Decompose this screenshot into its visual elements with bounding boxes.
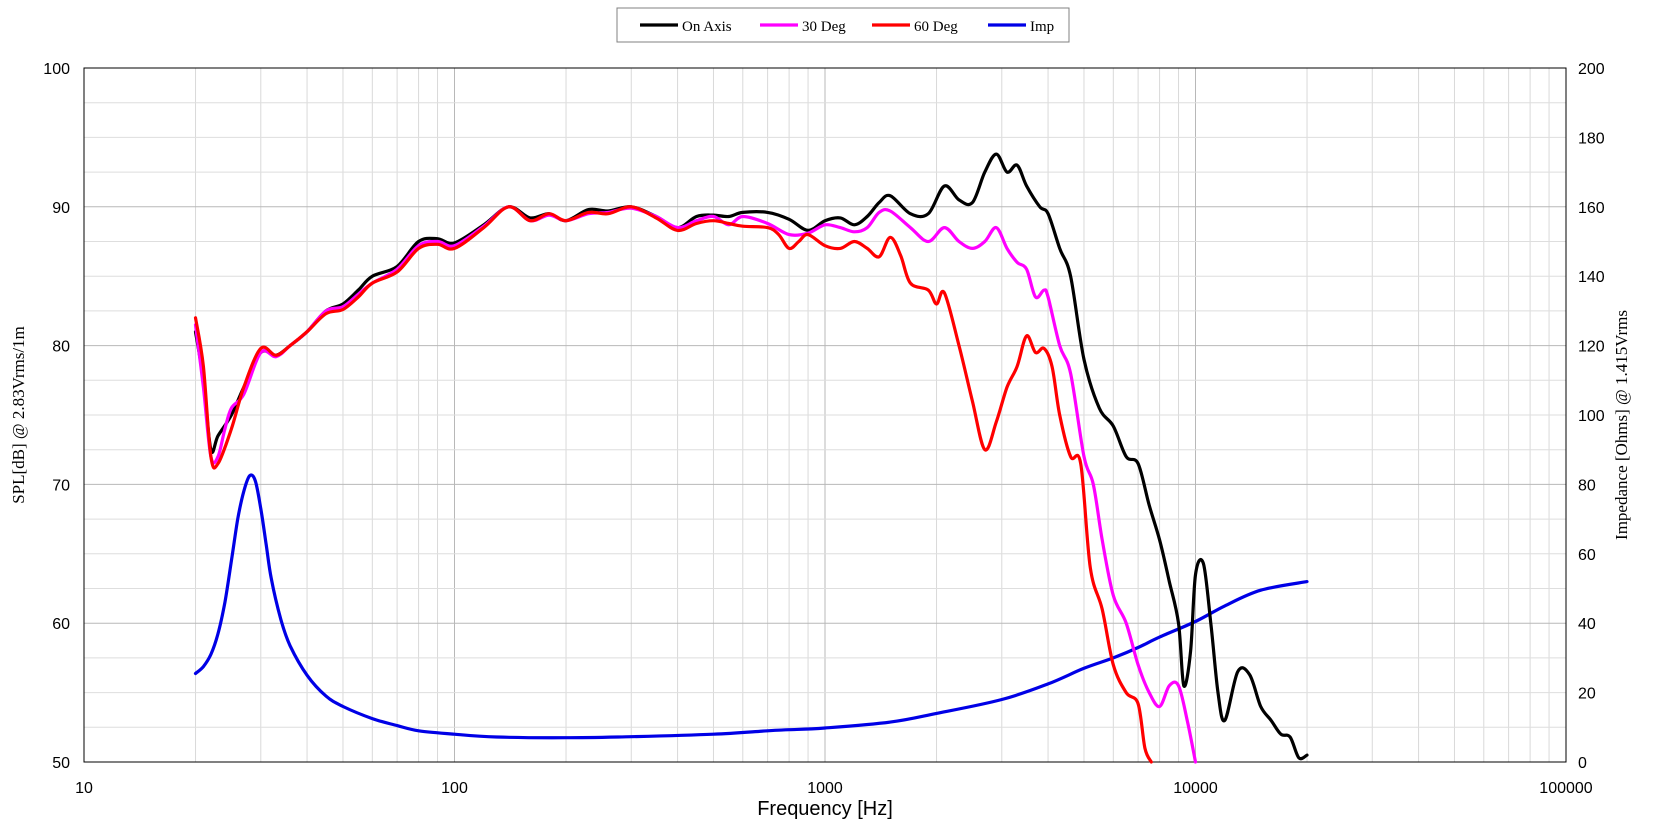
x-tick-label: 1000 xyxy=(807,780,843,797)
x-tick-label: 10000 xyxy=(1173,780,1218,797)
x-tick-label: 10 xyxy=(75,780,93,797)
y2-tick-label: 60 xyxy=(1578,547,1596,564)
y-tick-label: 100 xyxy=(43,61,70,78)
series-line-imp xyxy=(193,473,1309,740)
legend-label-30-deg: 30 Deg xyxy=(802,19,846,35)
series-line-on-axis xyxy=(193,152,1309,761)
y-axis-title: SPL[dB] @ 2.83Vrms/1m xyxy=(9,326,28,504)
y-tick-label: 90 xyxy=(52,200,70,217)
y-tick-label: 50 xyxy=(52,755,70,772)
series-line-60-deg xyxy=(193,205,1153,764)
y-tick-label: 70 xyxy=(52,477,70,494)
y-tick-label: 60 xyxy=(52,616,70,633)
series-lines xyxy=(193,152,1309,764)
y2-tick-label: 0 xyxy=(1578,755,1587,772)
series-line-30-deg xyxy=(193,205,1198,764)
x-tick-label: 100 xyxy=(441,780,468,797)
y2-tick-label: 40 xyxy=(1578,616,1596,633)
y2-tick-label: 180 xyxy=(1578,130,1605,147)
y2-tick-label: 200 xyxy=(1578,61,1605,78)
legend-label-on-axis: On Axis xyxy=(682,19,732,35)
y2-tick-label: 80 xyxy=(1578,477,1596,494)
grid-lines xyxy=(84,67,1566,763)
plot-area xyxy=(83,67,1567,763)
y2-tick-label: 20 xyxy=(1578,686,1596,703)
y2-tick-label: 120 xyxy=(1578,339,1605,356)
legend-label-60-deg: 60 Deg xyxy=(914,19,958,35)
y2-tick-label: 140 xyxy=(1578,269,1605,286)
legend-label-imp: Imp xyxy=(1030,19,1054,35)
x-tick-label: 100000 xyxy=(1539,780,1592,797)
y-tick-label: 80 xyxy=(52,339,70,356)
axis-tick-labels: 5060708090100020406080100120140160180200… xyxy=(43,61,1605,797)
y2-tick-label: 100 xyxy=(1578,408,1605,425)
y2-axis-title: Impedance [Ohms] @ 1.415Vrms xyxy=(1612,310,1631,540)
x-axis-title: Frequency [Hz] xyxy=(757,798,893,820)
y2-tick-label: 160 xyxy=(1578,200,1605,217)
legend: On Axis 30 Deg 60 Deg Imp xyxy=(616,7,1070,43)
